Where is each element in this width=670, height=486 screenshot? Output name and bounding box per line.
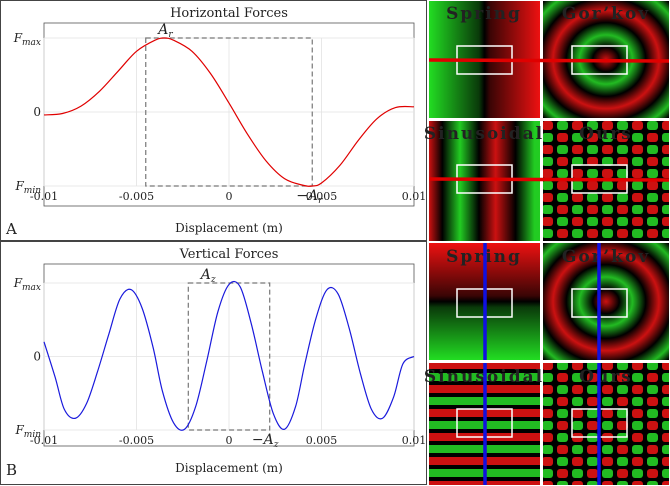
thumb-title-gorkov-h: Gor’kov <box>562 4 650 24</box>
y-tick-label: Fmax <box>13 31 41 48</box>
chart-a-xlabel: Displacement (m) <box>175 221 283 235</box>
chart-b-xlabel: Displacement (m) <box>175 461 283 475</box>
y-tick-label: Fmin <box>14 423 41 440</box>
chart-a-amplitude-box <box>145 37 313 187</box>
x-tick-label: -0.01 <box>30 434 58 447</box>
thumb-line-h-bottom <box>428 177 670 182</box>
y-tick-label: 0 <box>33 350 41 364</box>
horizontal-forces-chart: Horizontal Forces -0.01 -0.005 0 0.005 0.01 F… <box>5 6 426 238</box>
x-tick-label: -0.005 <box>119 434 154 447</box>
vertical-forces-chart: Vertical Forces -0.01 -0.005 0 0.005 0.01 Fmi… <box>6 247 426 479</box>
chart-b-annotation-az: Az <box>199 267 216 285</box>
thumb-line-h-top <box>428 58 670 63</box>
x-tick-label: -0.01 <box>30 190 58 203</box>
x-tick-label: 0.01 <box>402 434 427 447</box>
thumbnails-horizontal: Spring Gor’kov Sinusoidal Ours <box>424 0 670 241</box>
panel-label-b: B <box>6 461 17 479</box>
thumb-title-spring-h: Spring <box>446 4 522 24</box>
chart-b-amplitude-box <box>187 282 271 431</box>
y-tick-label: 0 <box>33 105 41 119</box>
x-tick-label: 0 <box>226 190 233 203</box>
chart-b-series-line <box>43 280 415 431</box>
chart-b-annotation-neg-az: −Az <box>252 432 279 450</box>
chart-a-title: Horizontal Forces <box>170 6 288 21</box>
chart-a-annotation-neg-ar: −Ar <box>296 188 323 206</box>
chart-b-title: Vertical Forces <box>179 247 279 262</box>
x-tick-label: 0 <box>226 434 233 447</box>
thumb-gorkov-v <box>543 243 669 360</box>
x-tick-label: 0.005 <box>306 190 338 203</box>
thumb-title-sinusoidal-v: Sinusoidal <box>424 367 544 387</box>
thumbnails-vertical: Spring Gor’kov Sinusoidal Ours <box>424 242 670 486</box>
thumb-title-ours-v: Ours <box>579 367 633 387</box>
thumb-title-sinusoidal-h: Sinusoidal <box>424 124 544 144</box>
chart-a-series-line <box>43 37 415 187</box>
thumb-title-spring-v: Spring <box>446 247 522 267</box>
panel-b-frame <box>0 241 427 485</box>
y-tick-label: Fmin <box>14 179 41 196</box>
thumb-ours-v <box>543 363 669 485</box>
x-tick-label: 0.01 <box>402 190 427 203</box>
y-tick-label: Fmax <box>13 276 41 293</box>
thumb-title-gorkov-v: Gor’kov <box>562 247 650 267</box>
x-tick-label: -0.005 <box>119 190 154 203</box>
thumb-title-ours-h: Ours <box>579 124 633 144</box>
x-tick-label: 0.005 <box>306 434 338 447</box>
chart-a-annotation-ar: Ar <box>156 22 173 40</box>
panel-label-a: A <box>5 220 17 238</box>
panel-a-frame <box>0 0 427 241</box>
